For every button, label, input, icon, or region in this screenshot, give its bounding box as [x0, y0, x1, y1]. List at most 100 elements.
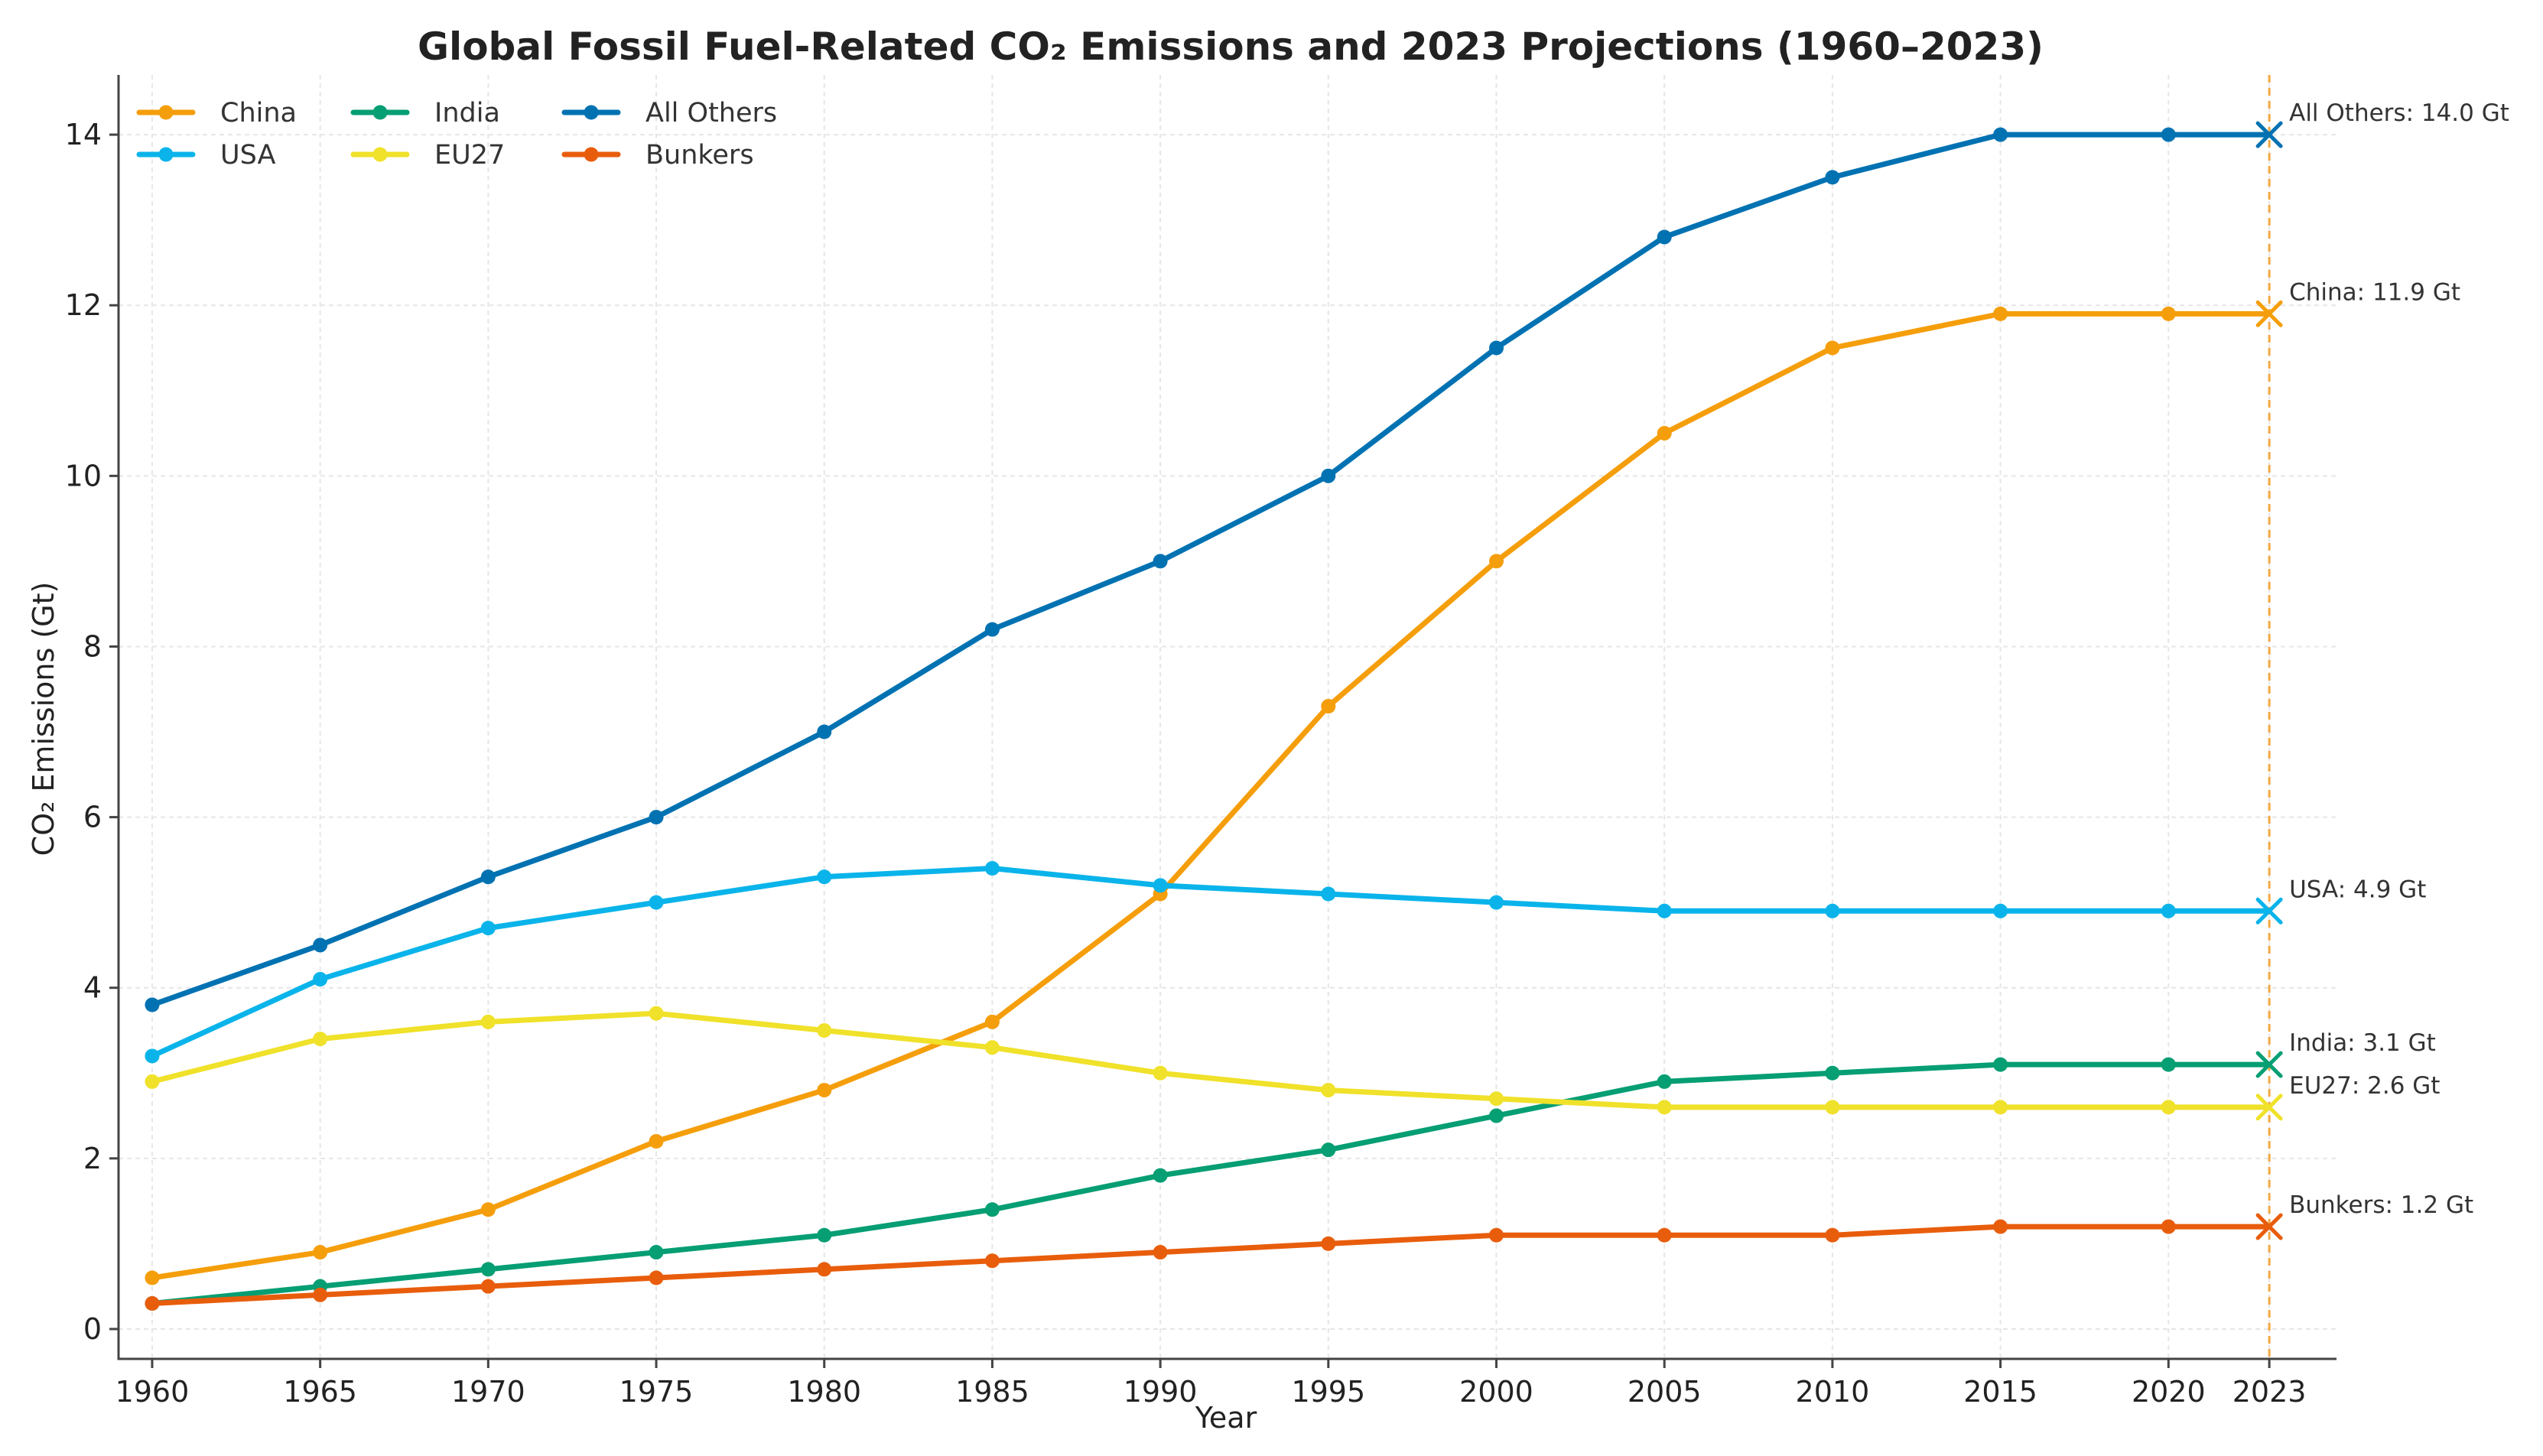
legend-swatch-marker: [372, 147, 388, 162]
legend-label: EU27: [434, 140, 505, 171]
legend-item-china: China: [136, 98, 297, 128]
data-point-bunkers: [984, 1253, 1000, 1269]
data-point-bunkers: [1825, 1227, 1840, 1243]
x-tick-label: 1980: [787, 1375, 861, 1409]
data-point-china: [145, 1270, 160, 1285]
data-point-bunkers: [1657, 1227, 1672, 1243]
data-point-china: [1993, 306, 2008, 321]
x-tick-label: 1990: [1124, 1375, 1198, 1409]
data-point-all-others: [1825, 170, 1840, 185]
data-point-all-others: [984, 622, 1000, 637]
x-tick-label: 1965: [283, 1375, 357, 1409]
projection-marker-usa: [2255, 897, 2283, 925]
data-point-usa: [1321, 886, 1336, 902]
data-point-india: [480, 1262, 496, 1277]
data-point-all-others: [1153, 554, 1168, 569]
data-point-all-others: [1489, 340, 1504, 356]
data-point-eu27: [1321, 1083, 1336, 1098]
y-tick-label: 6: [83, 801, 102, 834]
series-line-bunkers: [149, 1224, 2272, 1306]
data-point-usa: [1489, 895, 1504, 910]
annotation-eu27: EU27: 2.6 Gt: [2289, 1072, 2440, 1100]
x-tick-label: 1985: [955, 1375, 1029, 1409]
legend-item-eu27: EU27: [350, 140, 505, 171]
data-point-usa: [984, 861, 1000, 876]
data-point-china: [984, 1014, 1000, 1029]
legend-item-usa: USA: [136, 140, 275, 171]
data-point-eu27: [480, 1014, 496, 1029]
legend-item-all-others: All Others: [561, 98, 777, 128]
data-point-usa: [1657, 903, 1672, 918]
x-tick-label: 2005: [1628, 1375, 1702, 1409]
data-point-india: [649, 1245, 664, 1260]
data-point-all-others: [1993, 127, 2008, 142]
data-point-bunkers: [2161, 1219, 2176, 1234]
projection-marker-eu27: [2255, 1094, 2283, 1121]
legend-swatch-marker: [584, 105, 599, 120]
data-point-china: [649, 1134, 664, 1149]
annotation-bunkers: Bunkers: 1.2 Gt: [2289, 1191, 2473, 1219]
data-point-all-others: [649, 810, 664, 825]
data-point-all-others: [145, 997, 160, 1012]
legend-swatch-marker: [158, 105, 174, 120]
data-point-bunkers: [649, 1270, 664, 1285]
y-tick-label: 14: [65, 118, 102, 151]
y-tick-label: 2: [83, 1142, 102, 1175]
data-point-china: [1321, 699, 1336, 714]
series-line-eu27: [149, 1010, 2272, 1110]
x-tick-label: 2015: [1963, 1375, 2037, 1409]
projection-marker-india: [2255, 1051, 2283, 1078]
projection-marker-china: [2255, 300, 2283, 327]
annotation-usa: USA: 4.9 Gt: [2289, 876, 2426, 903]
data-point-china: [2161, 306, 2176, 321]
series-china: [145, 300, 2283, 1285]
data-point-eu27: [649, 1006, 664, 1021]
data-point-all-others: [313, 938, 328, 953]
annotation-layer: China: 11.9 Gt USA: 4.9 Gt India: 3.1 Gt EU…: [2289, 99, 2509, 1219]
axis-spines: [117, 75, 2337, 1360]
data-point-eu27: [1825, 1100, 1840, 1115]
y-tick-label: 12: [65, 288, 102, 322]
data-point-china: [1657, 426, 1672, 441]
data-point-usa: [1825, 903, 1840, 918]
data-point-eu27: [313, 1032, 328, 1047]
series-line-all-others: [149, 132, 2272, 1008]
data-point-usa: [1993, 903, 2008, 918]
series-layer: [145, 121, 2283, 1311]
data-point-all-others: [1321, 468, 1336, 483]
data-point-bunkers: [313, 1287, 328, 1302]
x-tick-label: 2000: [1459, 1375, 1533, 1409]
legend: China USA India EU27 All Others Bunkers: [136, 98, 777, 171]
x-tick-label: 1960: [115, 1375, 190, 1409]
series-usa: [145, 861, 2283, 1064]
legend-label: China: [220, 98, 297, 128]
x-tick-label: 1970: [451, 1375, 525, 1409]
data-point-usa: [480, 921, 496, 936]
data-point-bunkers: [1321, 1236, 1336, 1251]
data-point-all-others: [2161, 127, 2176, 142]
data-point-india: [1993, 1057, 2008, 1072]
series-line-usa: [149, 866, 2272, 1059]
series-line-china: [149, 310, 2272, 1281]
data-point-india: [1489, 1108, 1504, 1123]
y-axis-label: CO₂ Emissions (Gt): [27, 582, 60, 856]
data-point-eu27: [984, 1040, 1000, 1055]
data-point-usa: [145, 1048, 160, 1064]
x-tick-label: 1975: [619, 1375, 694, 1409]
x-tick-label: 2010: [1796, 1375, 1870, 1409]
data-point-china: [817, 1083, 832, 1098]
legend-swatch-marker: [584, 147, 599, 162]
x-tick-label: 2020: [2132, 1375, 2206, 1409]
data-point-usa: [649, 895, 664, 910]
series-bunkers: [145, 1213, 2283, 1311]
projection-marker-bunkers: [2255, 1213, 2283, 1240]
legend-label: USA: [220, 140, 275, 171]
data-point-all-others: [1657, 229, 1672, 245]
data-point-eu27: [1153, 1065, 1168, 1081]
projection-marker-all-others: [2255, 121, 2283, 148]
legend-label: Bunkers: [646, 140, 754, 171]
data-point-india: [1153, 1168, 1168, 1183]
data-point-eu27: [1489, 1091, 1504, 1107]
data-point-eu27: [1993, 1100, 2008, 1115]
data-point-all-others: [480, 869, 496, 885]
